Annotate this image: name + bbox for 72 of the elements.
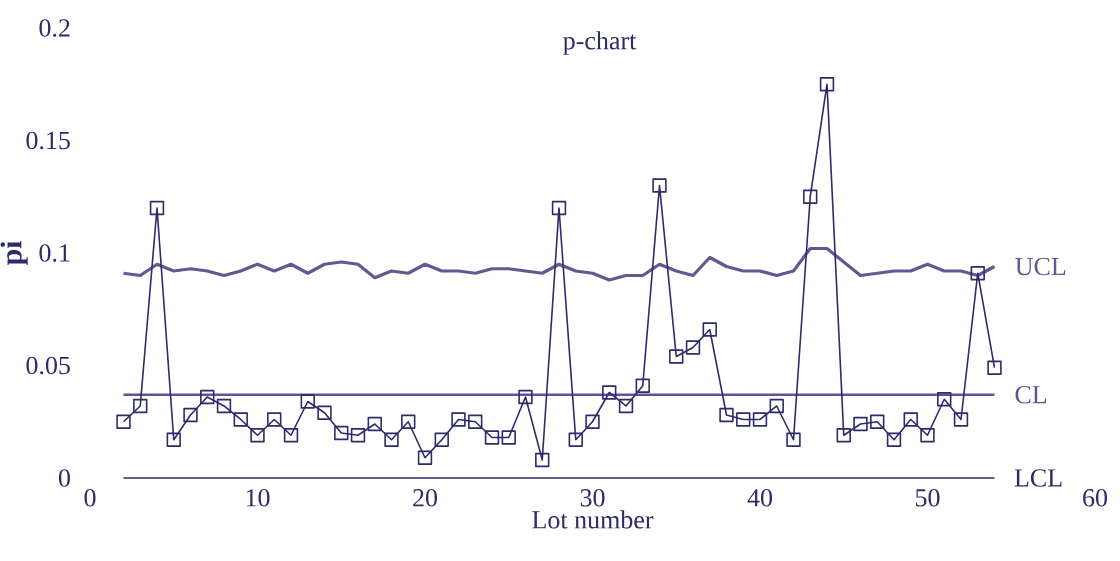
y-axis-title: pi bbox=[0, 240, 28, 266]
point bbox=[618, 398, 634, 414]
chart-title: p-chart bbox=[563, 31, 637, 55]
x-tick-label: 50 bbox=[916, 489, 940, 507]
point bbox=[535, 452, 550, 468]
x-tick-label: 30 bbox=[580, 489, 605, 507]
point bbox=[568, 432, 583, 447]
y-tick-label: 0.1 bbox=[39, 244, 70, 262]
point bbox=[602, 385, 617, 400]
x-tick-label: 60 bbox=[1083, 489, 1108, 507]
y-tick-label: 0 bbox=[58, 469, 70, 487]
point bbox=[870, 414, 885, 429]
point bbox=[417, 450, 433, 465]
point bbox=[551, 200, 567, 216]
point bbox=[166, 432, 181, 447]
point bbox=[987, 360, 1002, 375]
point bbox=[216, 398, 232, 414]
x-tick-label: 40 bbox=[747, 489, 773, 507]
x-tick-label: 20 bbox=[413, 489, 438, 507]
series-label: LCL bbox=[1014, 469, 1062, 487]
point bbox=[334, 425, 349, 441]
point bbox=[836, 428, 851, 443]
point bbox=[434, 432, 449, 447]
point bbox=[133, 398, 148, 414]
point bbox=[183, 407, 198, 423]
point bbox=[384, 432, 399, 447]
point bbox=[886, 432, 902, 447]
x-tick-label: 10 bbox=[246, 489, 270, 507]
series-label: CL bbox=[1015, 386, 1047, 404]
point bbox=[149, 200, 165, 216]
point bbox=[116, 414, 131, 429]
point bbox=[300, 394, 315, 409]
point bbox=[585, 414, 600, 429]
x-tick-label: 0 bbox=[84, 489, 96, 507]
point bbox=[719, 407, 734, 423]
point bbox=[702, 322, 717, 337]
point bbox=[652, 178, 667, 193]
point bbox=[903, 412, 918, 427]
point bbox=[635, 378, 650, 393]
point bbox=[501, 430, 516, 445]
point bbox=[970, 266, 985, 281]
point bbox=[769, 398, 784, 414]
point bbox=[317, 405, 332, 420]
point bbox=[451, 412, 466, 427]
point bbox=[401, 414, 416, 429]
point bbox=[468, 414, 483, 429]
point bbox=[484, 430, 500, 445]
x-axis-title: Lot number bbox=[532, 510, 654, 529]
point bbox=[937, 392, 952, 407]
point bbox=[518, 389, 533, 405]
point bbox=[250, 428, 265, 443]
point bbox=[200, 389, 215, 405]
point bbox=[350, 428, 366, 443]
point bbox=[233, 412, 248, 427]
point bbox=[752, 412, 768, 427]
point bbox=[267, 412, 282, 427]
point bbox=[786, 432, 801, 447]
y-tick-label: 0.15 bbox=[26, 131, 70, 150]
point bbox=[819, 77, 835, 92]
series-label: UCL bbox=[1015, 257, 1066, 276]
point bbox=[853, 416, 868, 432]
point bbox=[736, 412, 751, 427]
point bbox=[803, 189, 818, 204]
point bbox=[367, 416, 382, 432]
y-tick-label: 0.2 bbox=[39, 19, 70, 37]
point bbox=[283, 428, 299, 443]
point bbox=[685, 340, 701, 355]
y-tick-label: 0.05 bbox=[26, 356, 70, 375]
point bbox=[669, 349, 684, 364]
point bbox=[920, 428, 935, 443]
line-series bbox=[121, 246, 997, 282]
point bbox=[953, 412, 969, 427]
